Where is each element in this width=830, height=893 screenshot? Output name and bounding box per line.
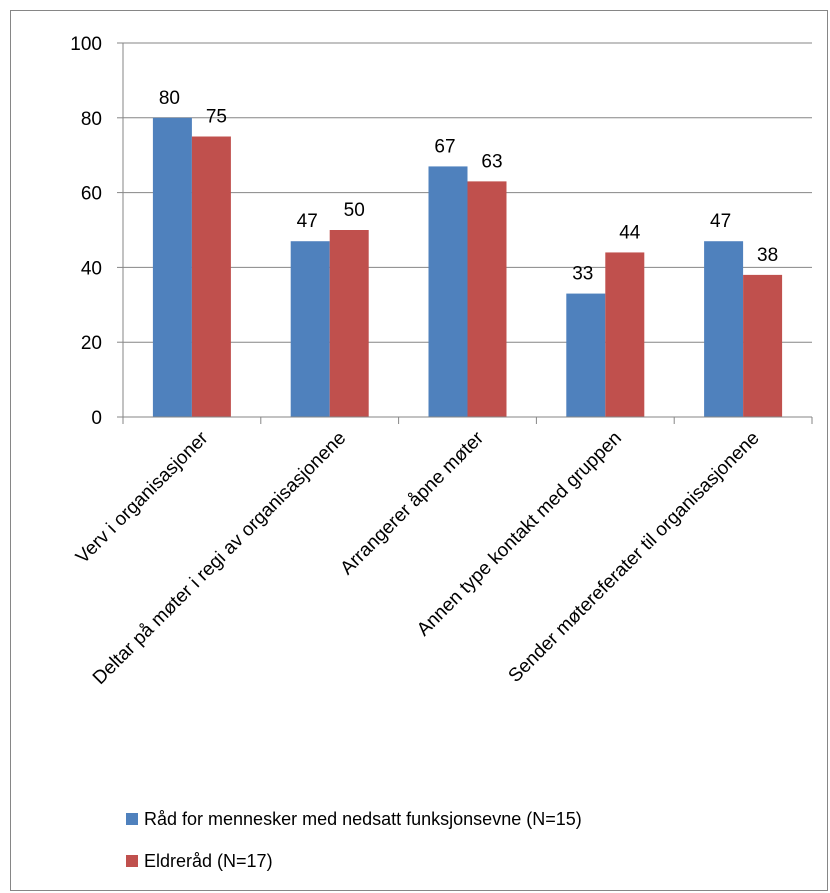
legend: Råd for mennesker med nedsatt funksjonse… (126, 809, 582, 871)
legend-swatch (126, 855, 138, 867)
data-label: 38 (757, 245, 778, 266)
data-label: 50 (344, 200, 365, 221)
data-label: 33 (572, 264, 593, 285)
data-label: 67 (434, 136, 455, 157)
bar (152, 117, 192, 418)
x-category-label: Arrangerer åpne møter (337, 427, 489, 579)
chart-frame (10, 10, 828, 891)
x-category-label: Verv i organisasjoner (72, 427, 213, 568)
bar (467, 181, 507, 417)
bar (566, 293, 606, 417)
y-tick-label: 20 (81, 333, 102, 354)
axes (117, 42, 813, 424)
x-category-label: Deltar på møter i regi av organisasjonen… (89, 428, 350, 689)
bar (290, 241, 330, 417)
y-tick-label: 0 (91, 408, 102, 429)
y-tick-label: 40 (81, 258, 102, 279)
bar (329, 230, 369, 417)
bar (743, 274, 783, 417)
legend-label: Eldreråd (N=17) (144, 851, 273, 871)
legend-swatch (126, 813, 138, 825)
data-label: 63 (481, 151, 502, 172)
y-axis-tick-labels: 0 20 40 60 80 100 (70, 34, 102, 429)
y-tick-label: 80 (81, 109, 102, 130)
bar (191, 136, 231, 417)
y-tick-label: 100 (70, 34, 102, 55)
data-label: 44 (619, 222, 641, 243)
data-label: 80 (159, 88, 180, 109)
x-category-label: Sender møtereferater til organisasjonene (505, 428, 764, 687)
bar (704, 241, 744, 417)
data-labels: 80 75 47 50 67 63 33 44 47 38 (159, 88, 778, 285)
legend-label: Råd for mennesker med nedsatt funksjonse… (144, 809, 582, 829)
data-label: 47 (297, 211, 318, 232)
data-label: 75 (206, 107, 227, 128)
bar (428, 166, 468, 417)
bars (152, 117, 783, 418)
y-tick-label: 60 (81, 184, 102, 205)
bar (605, 252, 645, 417)
data-label: 47 (710, 211, 731, 232)
